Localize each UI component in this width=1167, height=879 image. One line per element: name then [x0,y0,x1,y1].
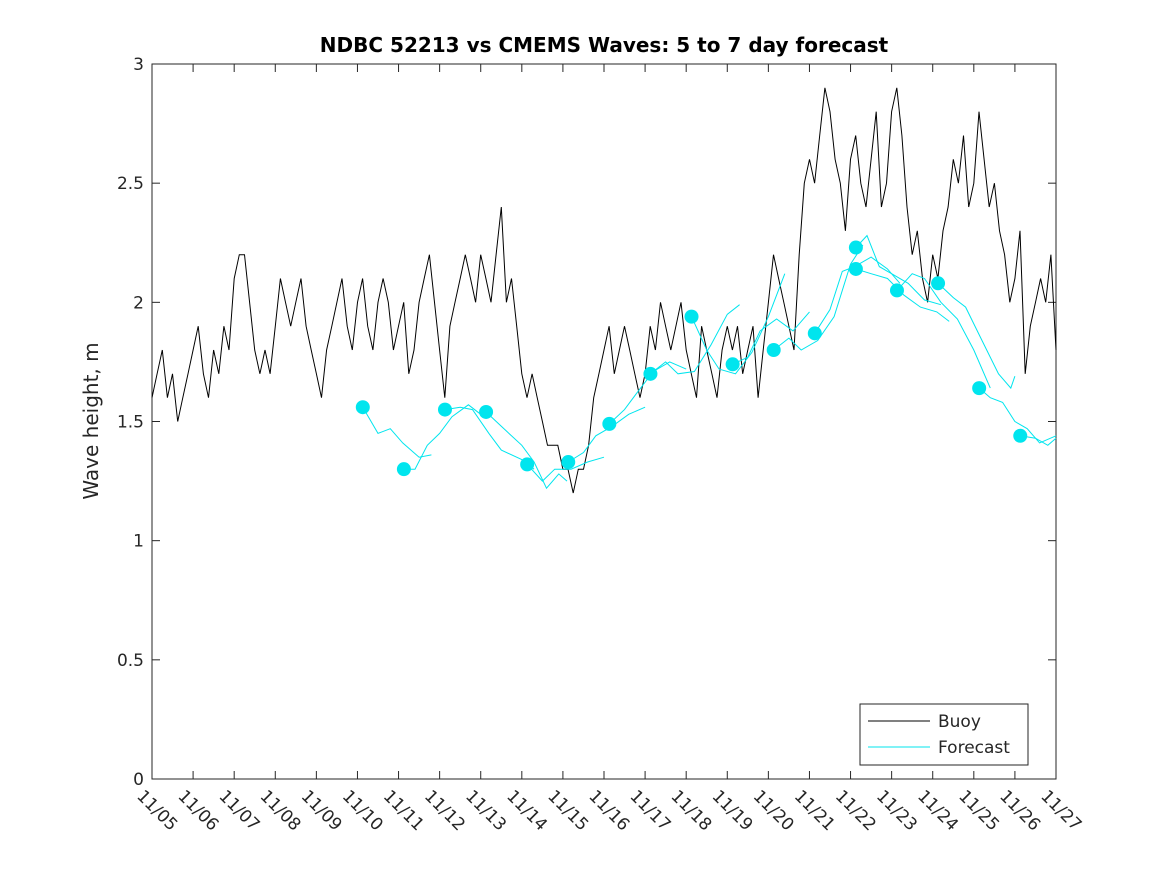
forecast-point [1013,428,1028,443]
forecast-line [650,304,740,375]
forecast-line [978,387,1057,444]
x-tick-label: 11/18 [667,786,716,835]
forecast-point [643,366,658,381]
series-group [151,87,1057,494]
x-tick-label: 11/07 [215,786,264,835]
forecast-line [855,268,950,322]
legend-buoy-label: Buoy [938,712,981,732]
forecast-point [766,343,781,357]
forecast-line [773,244,864,351]
forecast-point [520,457,535,472]
forecast-point [479,404,494,419]
x-tick-label: 11/13 [461,786,510,835]
forecast-line [485,411,568,490]
x-tick-label: 11/08 [256,786,305,835]
forecast-line [403,404,482,470]
forecast-line [444,406,535,470]
x-tick-label: 11/26 [995,786,1044,835]
x-tick-label: 11/23 [872,786,921,835]
forecast-point [355,400,370,415]
forecast-point [684,309,699,324]
legend: Buoy Forecast [859,703,1029,766]
forecast-point [807,326,822,341]
y-axis-label: Wave height, m [79,342,103,499]
x-tick-label: 11/27 [1036,786,1085,835]
y-tick-label: 2.5 [117,174,144,194]
x-tick-label: 11/05 [132,786,181,835]
forecast-line [855,234,942,306]
x-tick-label: 11/09 [297,786,346,835]
x-tick-label: 11/19 [708,786,757,835]
forecast-point [725,357,740,372]
x-tick-label: 11/11 [379,786,428,835]
forecast-line [896,273,991,389]
forecast-line [1020,435,1057,446]
x-tick-label: 11/22 [831,786,880,835]
x-tick-label: 11/21 [790,786,839,835]
forecast-line [691,273,786,375]
x-tick-label: 11/16 [584,786,633,835]
forecast-line [526,456,605,482]
forecast-line [608,361,687,425]
x-tick-label: 11/24 [913,786,962,835]
y-tick-label: 2 [133,293,144,313]
forecast-point [848,261,863,276]
forecast-point [396,462,411,477]
buoy-line [151,87,1057,494]
x-tick-label: 11/12 [420,786,469,835]
forecast-point [437,402,452,417]
legend-box [859,703,1029,766]
forecast-line [568,406,646,463]
x-tick-label: 11/06 [174,786,223,835]
x-tick-label: 11/25 [954,786,1003,835]
y-tick-label: 1.5 [117,413,144,433]
x-tick-label: 11/14 [502,786,551,835]
forecast-point [848,240,863,255]
forecast-point [561,455,576,470]
forecast-point [889,283,904,298]
y-tick-label: 3 [133,55,144,75]
y-tick-label: 1 [133,532,144,552]
y-tick-label: 0 [133,770,144,790]
x-tick-label: 11/17 [626,786,675,835]
forecast-line [937,282,1016,390]
forecast-line [732,311,810,365]
legend-forecast-label: Forecast [938,738,1010,758]
x-tick-label: 11/10 [338,786,387,835]
forecast-point [931,276,946,291]
x-tick-label: 11/20 [749,786,798,835]
forecast-point [602,416,617,431]
forecast-point [972,381,987,396]
x-tick-label: 11/15 [543,786,592,835]
y-tick-label: 0.5 [117,651,144,671]
chart-title: NDBC 52213 vs CMEMS Waves: 5 to 7 day fo… [320,33,889,57]
